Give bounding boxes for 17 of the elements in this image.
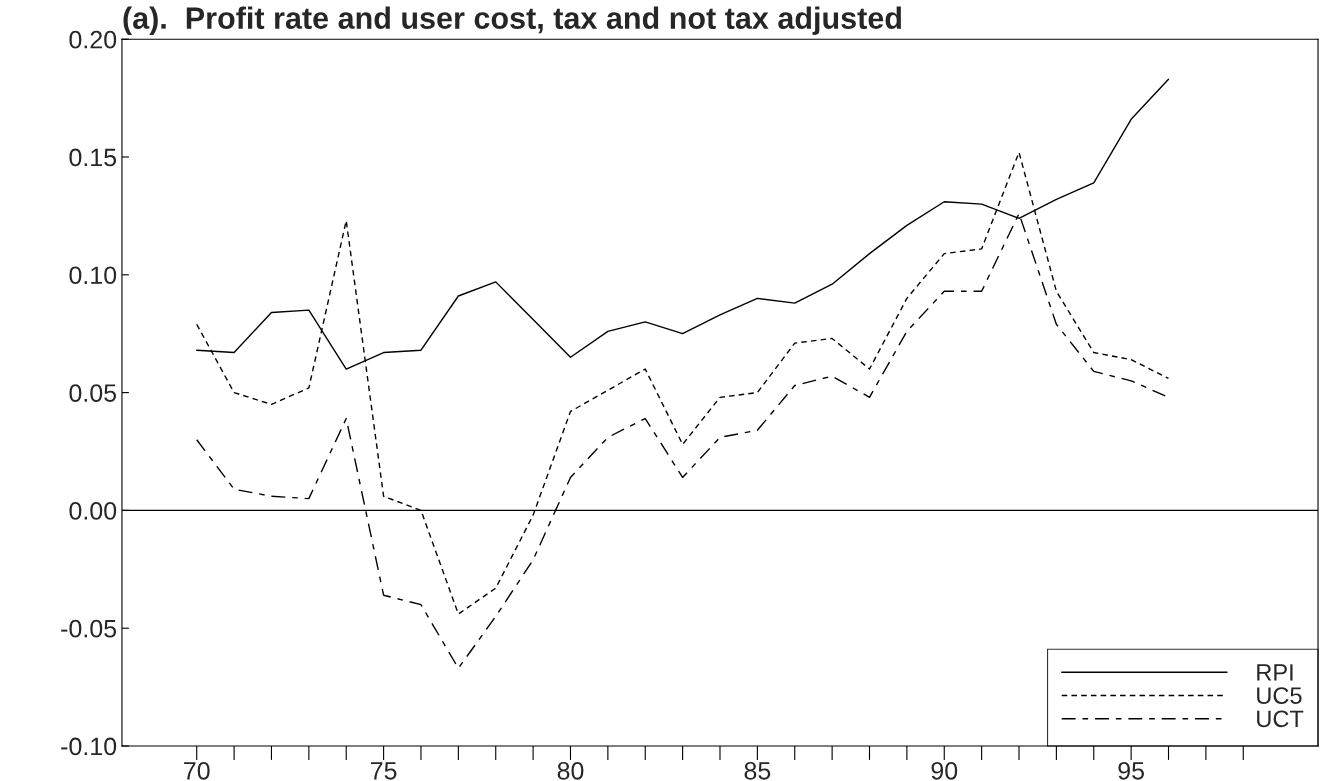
x-tick-label: 75 <box>370 762 397 780</box>
x-tick-label: 80 <box>557 761 584 780</box>
y-tick-label: 0.10 <box>69 266 117 285</box>
y-tick-label: 0.05 <box>69 384 117 402</box>
text: RPI <box>1257 664 1293 681</box>
x-tick-label: 70 <box>184 761 210 780</box>
x-tick-label: 95 <box>1118 761 1144 780</box>
text: UC5 <box>1257 687 1302 704</box>
text: UCT <box>1257 710 1304 728</box>
y-tick-label: -0.05 <box>61 619 117 638</box>
x-tick-label: 85 <box>744 761 771 780</box>
y-tick-label: 0.20 <box>69 30 117 49</box>
y-tick-label: -0.10 <box>61 737 117 756</box>
chart-title: (a). Profit rate and user cost, tax and not tax adjusted <box>123 6 901 35</box>
y-tick-label: 0.15 <box>69 148 117 167</box>
y-tick-label: 0.00 <box>69 502 117 520</box>
x-tick-label: 90 <box>931 761 958 780</box>
